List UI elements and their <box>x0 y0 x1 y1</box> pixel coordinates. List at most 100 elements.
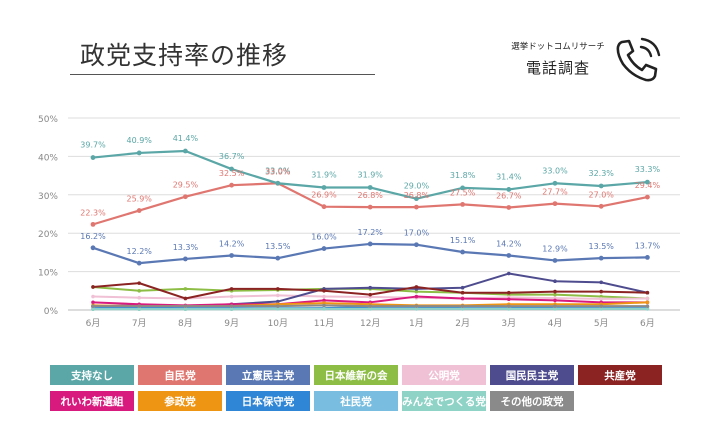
y-tick-label: 30% <box>38 192 58 202</box>
data-point <box>276 307 280 311</box>
data-point <box>367 204 373 210</box>
data-label: 32.3% <box>588 169 614 178</box>
data-point <box>91 307 95 312</box>
legend-item: 日本保守党 <box>226 391 310 411</box>
data-label: 17.2% <box>357 228 383 237</box>
legend-item: 共産党 <box>578 365 662 385</box>
data-point <box>322 289 326 293</box>
data-point <box>229 294 234 299</box>
x-tick-label: 6月 <box>86 318 101 329</box>
data-point <box>414 294 419 299</box>
legend-row: 支持なし 自民党 立憲民主党 日本維新の会 公明党 国民民主党 共産党 <box>50 365 710 385</box>
legend-row: れいわ新選組 参政党 日本保守党 社民党 みんなでつくる党 その他の政党 <box>50 391 710 411</box>
data-point <box>137 295 141 300</box>
data-label: 12.9% <box>542 244 568 253</box>
data-label: 12.2% <box>126 247 152 256</box>
data-point <box>229 253 235 258</box>
data-point <box>552 201 558 207</box>
y-tick-label: 0% <box>44 307 59 317</box>
data-point <box>553 298 557 303</box>
legend-item: 参政党 <box>138 391 222 411</box>
data-point <box>322 307 326 311</box>
data-point <box>91 285 95 289</box>
line-chart: 0% 10% 20% 30% 40% 50% 6月 7月 8月 9月 10月 11月 12月 1月 2月 3月… <box>38 115 680 329</box>
y-tick-label: 50% <box>38 115 58 125</box>
data-label: 29.4% <box>635 181 661 190</box>
data-label: 36.7% <box>219 152 245 161</box>
data-point <box>183 304 188 308</box>
source-block: 選挙ドットコムリサーチ 電話調査 <box>506 40 610 78</box>
legend: 支持なし 自民党 立憲民主党 日本維新の会 公明党 国民民主党 共産党 れいわ新選組 参政党 日本… <box>50 365 710 417</box>
data-point <box>598 255 604 261</box>
phone-icon <box>616 37 661 82</box>
data-point <box>321 185 327 190</box>
data-point <box>553 289 557 294</box>
data-point <box>276 299 280 304</box>
data-point <box>276 293 280 298</box>
data-point <box>229 304 234 308</box>
x-tick-label: 12月 <box>360 318 380 329</box>
data-point <box>276 304 280 308</box>
x-tick-label: 2月 <box>455 318 470 329</box>
data-point <box>229 166 235 172</box>
data-point <box>506 205 512 210</box>
data-label: 31.9% <box>357 171 383 180</box>
data-label: 13.5% <box>588 242 614 251</box>
data-point <box>137 304 141 308</box>
chart-title: 政党支持率の推移 <box>80 41 289 70</box>
legend-item: 国民民主党 <box>490 365 574 385</box>
data-point <box>414 307 419 311</box>
legend-item: れいわ新選組 <box>50 391 134 411</box>
data-point <box>598 183 604 189</box>
data-label: 13.5% <box>265 242 291 251</box>
data-point <box>91 300 95 305</box>
data-point <box>460 185 465 191</box>
data-point <box>460 304 465 308</box>
data-label: 16.0% <box>311 233 337 242</box>
data-point <box>414 204 419 210</box>
x-tick-label: 11月 <box>314 318 334 329</box>
data-point <box>90 221 96 227</box>
data-label: 33.0% <box>542 166 568 175</box>
data-label: 13.7% <box>635 241 661 250</box>
data-point <box>90 155 96 160</box>
data-point <box>552 258 558 263</box>
data-label: 31.4% <box>496 172 522 181</box>
data-point <box>183 287 188 291</box>
data-point <box>136 150 142 156</box>
data-point <box>599 289 603 294</box>
data-point <box>645 254 650 260</box>
x-tick-label: 6月 <box>640 318 655 329</box>
x-tick-label: 7月 <box>132 318 147 329</box>
data-label: 39.7% <box>80 141 106 150</box>
data-point <box>183 296 188 301</box>
data-label: 26.8% <box>357 191 383 200</box>
x-tick-label: 4月 <box>548 318 563 329</box>
data-point <box>460 249 465 255</box>
survey-method: 電話調査 <box>525 59 590 77</box>
data-label: 29.5% <box>173 181 199 190</box>
legend-item: 支持なし <box>50 365 134 385</box>
data-label: 33.3% <box>635 165 661 174</box>
y-tick-label: 40% <box>38 153 58 163</box>
data-point <box>368 304 373 308</box>
legend-item: みんなでつくる党 <box>402 391 486 411</box>
data-point <box>460 285 465 290</box>
data-point <box>507 304 511 308</box>
data-label: 31.9% <box>311 171 337 180</box>
title-underline <box>70 74 375 75</box>
data-label: 27.7% <box>542 188 568 197</box>
data-point <box>414 196 419 202</box>
x-tick-label: 8月 <box>178 318 193 329</box>
legend-item: 立憲民主党 <box>226 365 310 385</box>
x-tick-label: 1月 <box>409 318 424 329</box>
data-point <box>460 202 465 207</box>
data-point <box>90 245 96 251</box>
data-label: 27.5% <box>450 188 476 197</box>
x-tick-label: 10月 <box>268 318 288 329</box>
data-label: 16.2% <box>80 232 106 241</box>
data-point <box>645 290 650 295</box>
data-point <box>553 307 557 311</box>
data-point <box>553 279 557 283</box>
data-point <box>183 256 188 262</box>
